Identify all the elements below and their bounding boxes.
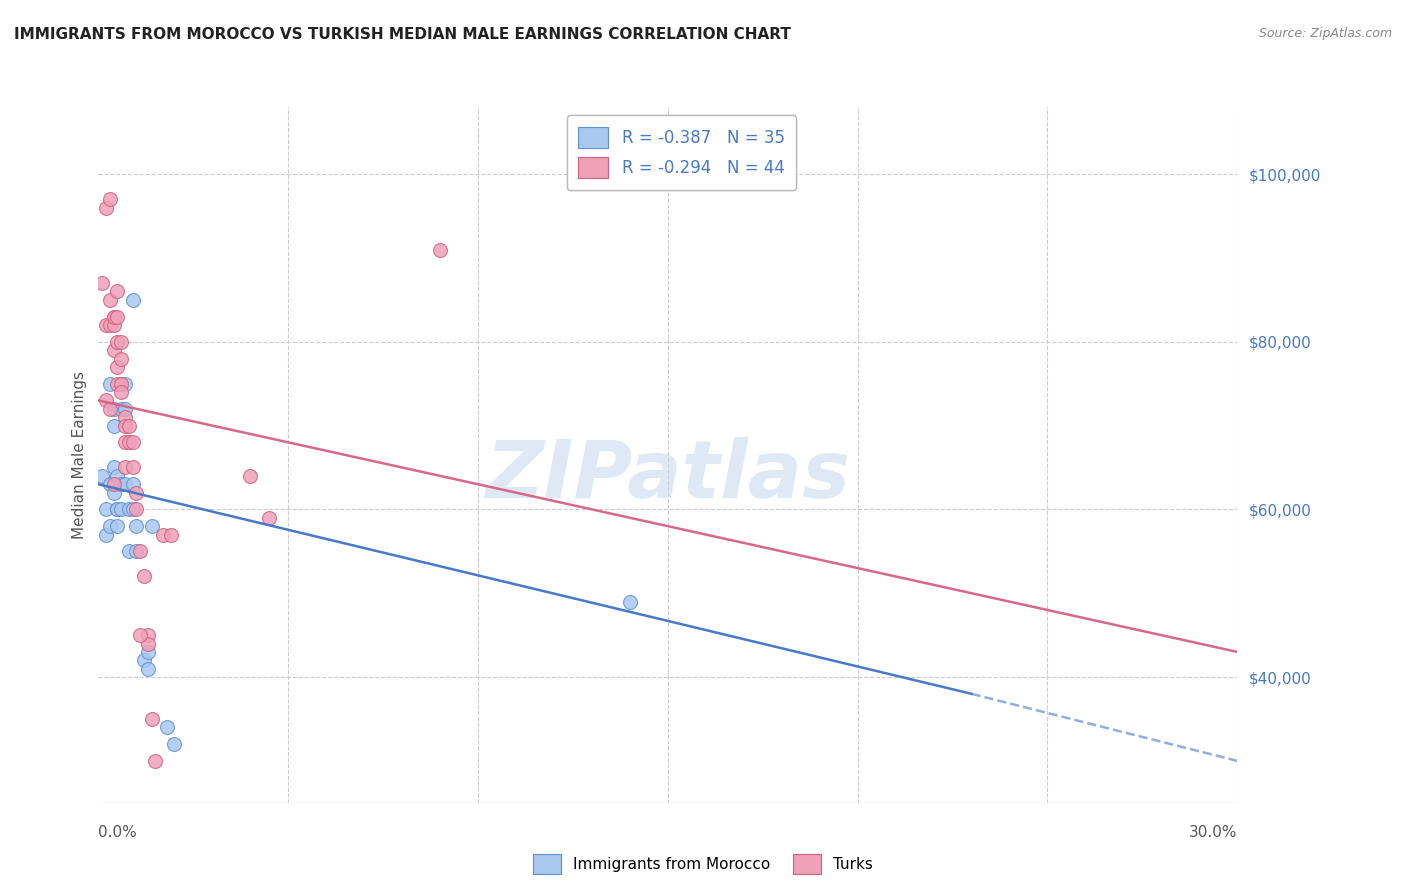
Point bbox=[110, 376, 132, 391]
Point bbox=[94, 502, 117, 516]
Point bbox=[91, 468, 114, 483]
Point bbox=[118, 418, 141, 433]
Point bbox=[129, 628, 152, 642]
Point bbox=[103, 401, 125, 416]
Point bbox=[619, 594, 641, 608]
Point bbox=[107, 502, 129, 516]
Point bbox=[103, 477, 125, 491]
Point bbox=[141, 712, 163, 726]
Point bbox=[141, 519, 163, 533]
Point bbox=[103, 343, 125, 358]
Point bbox=[132, 569, 155, 583]
Point bbox=[136, 662, 159, 676]
Point bbox=[94, 318, 117, 332]
Point bbox=[163, 737, 186, 751]
Point bbox=[98, 293, 121, 307]
Point bbox=[110, 334, 132, 349]
Point bbox=[107, 285, 129, 299]
Text: 30.0%: 30.0% bbox=[1189, 825, 1237, 840]
Point bbox=[98, 519, 121, 533]
Point bbox=[103, 318, 125, 332]
Point bbox=[114, 460, 136, 475]
Point bbox=[121, 435, 143, 450]
Point bbox=[98, 318, 121, 332]
Point bbox=[125, 519, 148, 533]
Point bbox=[114, 418, 136, 433]
Point bbox=[129, 544, 152, 558]
Point bbox=[114, 376, 136, 391]
Point bbox=[110, 401, 132, 416]
Point bbox=[107, 468, 129, 483]
Point bbox=[110, 351, 132, 366]
Point bbox=[103, 485, 125, 500]
Point bbox=[125, 502, 148, 516]
Point bbox=[114, 435, 136, 450]
Y-axis label: Median Male Earnings: Median Male Earnings bbox=[72, 371, 87, 539]
Legend: R = -0.387   N = 35, R = -0.294   N = 44: R = -0.387 N = 35, R = -0.294 N = 44 bbox=[567, 115, 796, 190]
Point bbox=[136, 645, 159, 659]
Point bbox=[98, 376, 121, 391]
Point bbox=[103, 310, 125, 324]
Point bbox=[110, 502, 132, 516]
Point bbox=[136, 628, 159, 642]
Point bbox=[107, 376, 129, 391]
Point bbox=[114, 477, 136, 491]
Point bbox=[110, 477, 132, 491]
Point bbox=[107, 310, 129, 324]
Point bbox=[429, 243, 451, 257]
Point bbox=[98, 401, 121, 416]
Point bbox=[125, 544, 148, 558]
Point bbox=[103, 460, 125, 475]
Point bbox=[121, 460, 143, 475]
Point bbox=[94, 201, 117, 215]
Point bbox=[118, 502, 141, 516]
Point bbox=[121, 293, 143, 307]
Point bbox=[125, 485, 148, 500]
Point bbox=[110, 385, 132, 400]
Point bbox=[103, 310, 125, 324]
Point bbox=[118, 544, 141, 558]
Point bbox=[121, 477, 143, 491]
Point bbox=[107, 334, 129, 349]
Point bbox=[145, 754, 167, 768]
Point bbox=[239, 468, 262, 483]
Point bbox=[98, 192, 121, 206]
Point bbox=[159, 527, 181, 541]
Point bbox=[107, 359, 129, 374]
Point bbox=[94, 393, 117, 408]
Point bbox=[103, 418, 125, 433]
Text: ZIPatlas: ZIPatlas bbox=[485, 437, 851, 515]
Point bbox=[107, 519, 129, 533]
Point bbox=[152, 527, 174, 541]
Point bbox=[94, 527, 117, 541]
Text: Source: ZipAtlas.com: Source: ZipAtlas.com bbox=[1258, 27, 1392, 40]
Point bbox=[156, 720, 179, 734]
Point bbox=[98, 477, 121, 491]
Point bbox=[118, 435, 141, 450]
Legend: Immigrants from Morocco, Turks: Immigrants from Morocco, Turks bbox=[527, 848, 879, 880]
Point bbox=[114, 401, 136, 416]
Point bbox=[132, 653, 155, 667]
Point bbox=[110, 376, 132, 391]
Point bbox=[259, 510, 281, 524]
Point bbox=[121, 502, 143, 516]
Text: 0.0%: 0.0% bbox=[98, 825, 138, 840]
Point bbox=[136, 636, 159, 650]
Point bbox=[114, 410, 136, 425]
Text: IMMIGRANTS FROM MOROCCO VS TURKISH MEDIAN MALE EARNINGS CORRELATION CHART: IMMIGRANTS FROM MOROCCO VS TURKISH MEDIA… bbox=[14, 27, 792, 42]
Point bbox=[107, 502, 129, 516]
Point bbox=[91, 276, 114, 290]
